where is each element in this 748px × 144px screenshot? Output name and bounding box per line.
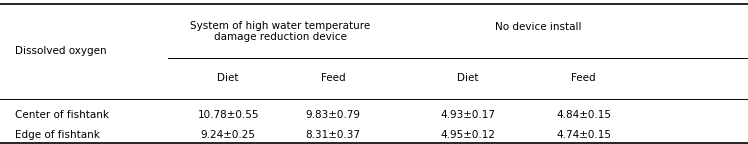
Text: Dissolved oxygen: Dissolved oxygen: [15, 47, 106, 56]
Text: 10.78±0.55: 10.78±0.55: [197, 110, 259, 120]
Text: Feed: Feed: [571, 73, 595, 84]
Text: Feed: Feed: [321, 73, 345, 84]
Text: Center of fishtank: Center of fishtank: [15, 110, 109, 120]
Text: Diet: Diet: [457, 73, 478, 84]
Text: 4.74±0.15: 4.74±0.15: [556, 130, 611, 140]
Text: 9.83±0.79: 9.83±0.79: [305, 110, 361, 120]
Text: 9.24±0.25: 9.24±0.25: [200, 130, 256, 140]
Text: 4.95±0.12: 4.95±0.12: [440, 130, 495, 140]
Text: 4.84±0.15: 4.84±0.15: [556, 110, 611, 120]
Text: Edge of fishtank: Edge of fishtank: [15, 130, 99, 140]
Text: System of high water temperature
damage reduction device: System of high water temperature damage …: [191, 21, 370, 42]
Text: 8.31±0.37: 8.31±0.37: [305, 130, 361, 140]
Text: 4.93±0.17: 4.93±0.17: [440, 110, 495, 120]
Text: Diet: Diet: [218, 73, 239, 84]
Text: No device install: No device install: [495, 22, 582, 32]
